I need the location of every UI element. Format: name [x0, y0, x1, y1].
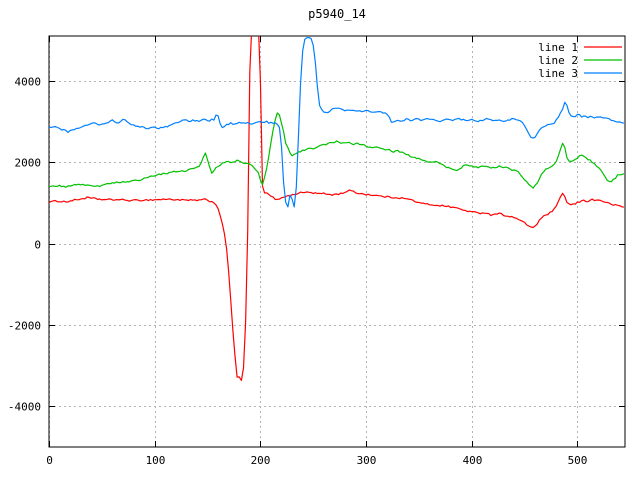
y-tick-label: 2000: [15, 157, 42, 170]
x-tick-label: 0: [46, 454, 53, 467]
series-line-1: [49, 36, 624, 381]
y-tick-label: 0: [34, 239, 41, 252]
plot-border: [48, 35, 626, 448]
grid-layer: [49, 36, 625, 447]
chart-title: p5940_14: [308, 7, 366, 21]
legend-label: line 2: [538, 54, 578, 67]
legend-label: line 3: [538, 67, 578, 80]
x-tick-label: 100: [146, 454, 166, 467]
axis-labels: 0 100 200 300 400 500 -4000 -2000 0 2000 4000: [8, 76, 588, 468]
series-layer: [49, 36, 625, 381]
tick-layer: [49, 36, 625, 447]
x-tick-label: 300: [357, 454, 377, 467]
series-line-3: [49, 36, 625, 208]
legend-label: line 1: [538, 41, 578, 54]
x-tick-label: 400: [463, 454, 483, 467]
y-tick-label: -2000: [8, 320, 41, 333]
x-tick-label: 200: [251, 454, 271, 467]
x-tick-label: 500: [568, 454, 588, 467]
series-line-2: [49, 112, 625, 189]
y-tick-label: 4000: [15, 76, 42, 89]
y-tick-label: -4000: [8, 401, 41, 414]
